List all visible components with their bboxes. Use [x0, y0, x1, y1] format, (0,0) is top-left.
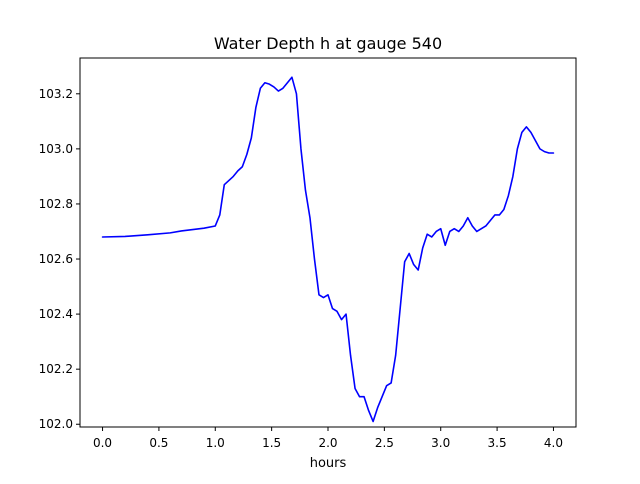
x-tick-label: 2.0: [318, 436, 337, 450]
x-tick-label: 4.0: [544, 436, 563, 450]
x-tick-label: 3.0: [431, 436, 450, 450]
x-tick-label: 1.5: [262, 436, 281, 450]
x-axis: 0.0 0.5 1.0 1.5 2.0 2.5 3.0 3.5 4.0: [93, 427, 563, 450]
series-layer: [101, 76, 555, 423]
chart-title: Water Depth h at gauge 540: [214, 34, 442, 53]
x-axis-label: hours: [310, 456, 347, 471]
y-tick-label: 102.2: [39, 362, 73, 376]
y-tick-label: 102.4: [39, 307, 73, 321]
y-tick-label: 103.0: [39, 142, 73, 156]
y-tick-label: 102.8: [39, 197, 73, 211]
series-line: [101, 76, 555, 423]
x-tick-label: 2.5: [375, 436, 394, 450]
x-tick-label: 3.5: [488, 436, 507, 450]
y-tick-label: 102.6: [39, 252, 73, 266]
y-axis: 102.0 102.2 102.4 102.6 102.8 103.0 103.2: [39, 87, 80, 431]
x-tick-label: 1.0: [206, 436, 225, 450]
x-tick-label: 0.5: [149, 436, 168, 450]
y-tick-label: 102.0: [39, 417, 73, 431]
x-tick-label: 0.0: [93, 436, 112, 450]
y-tick-label: 103.2: [39, 87, 73, 101]
